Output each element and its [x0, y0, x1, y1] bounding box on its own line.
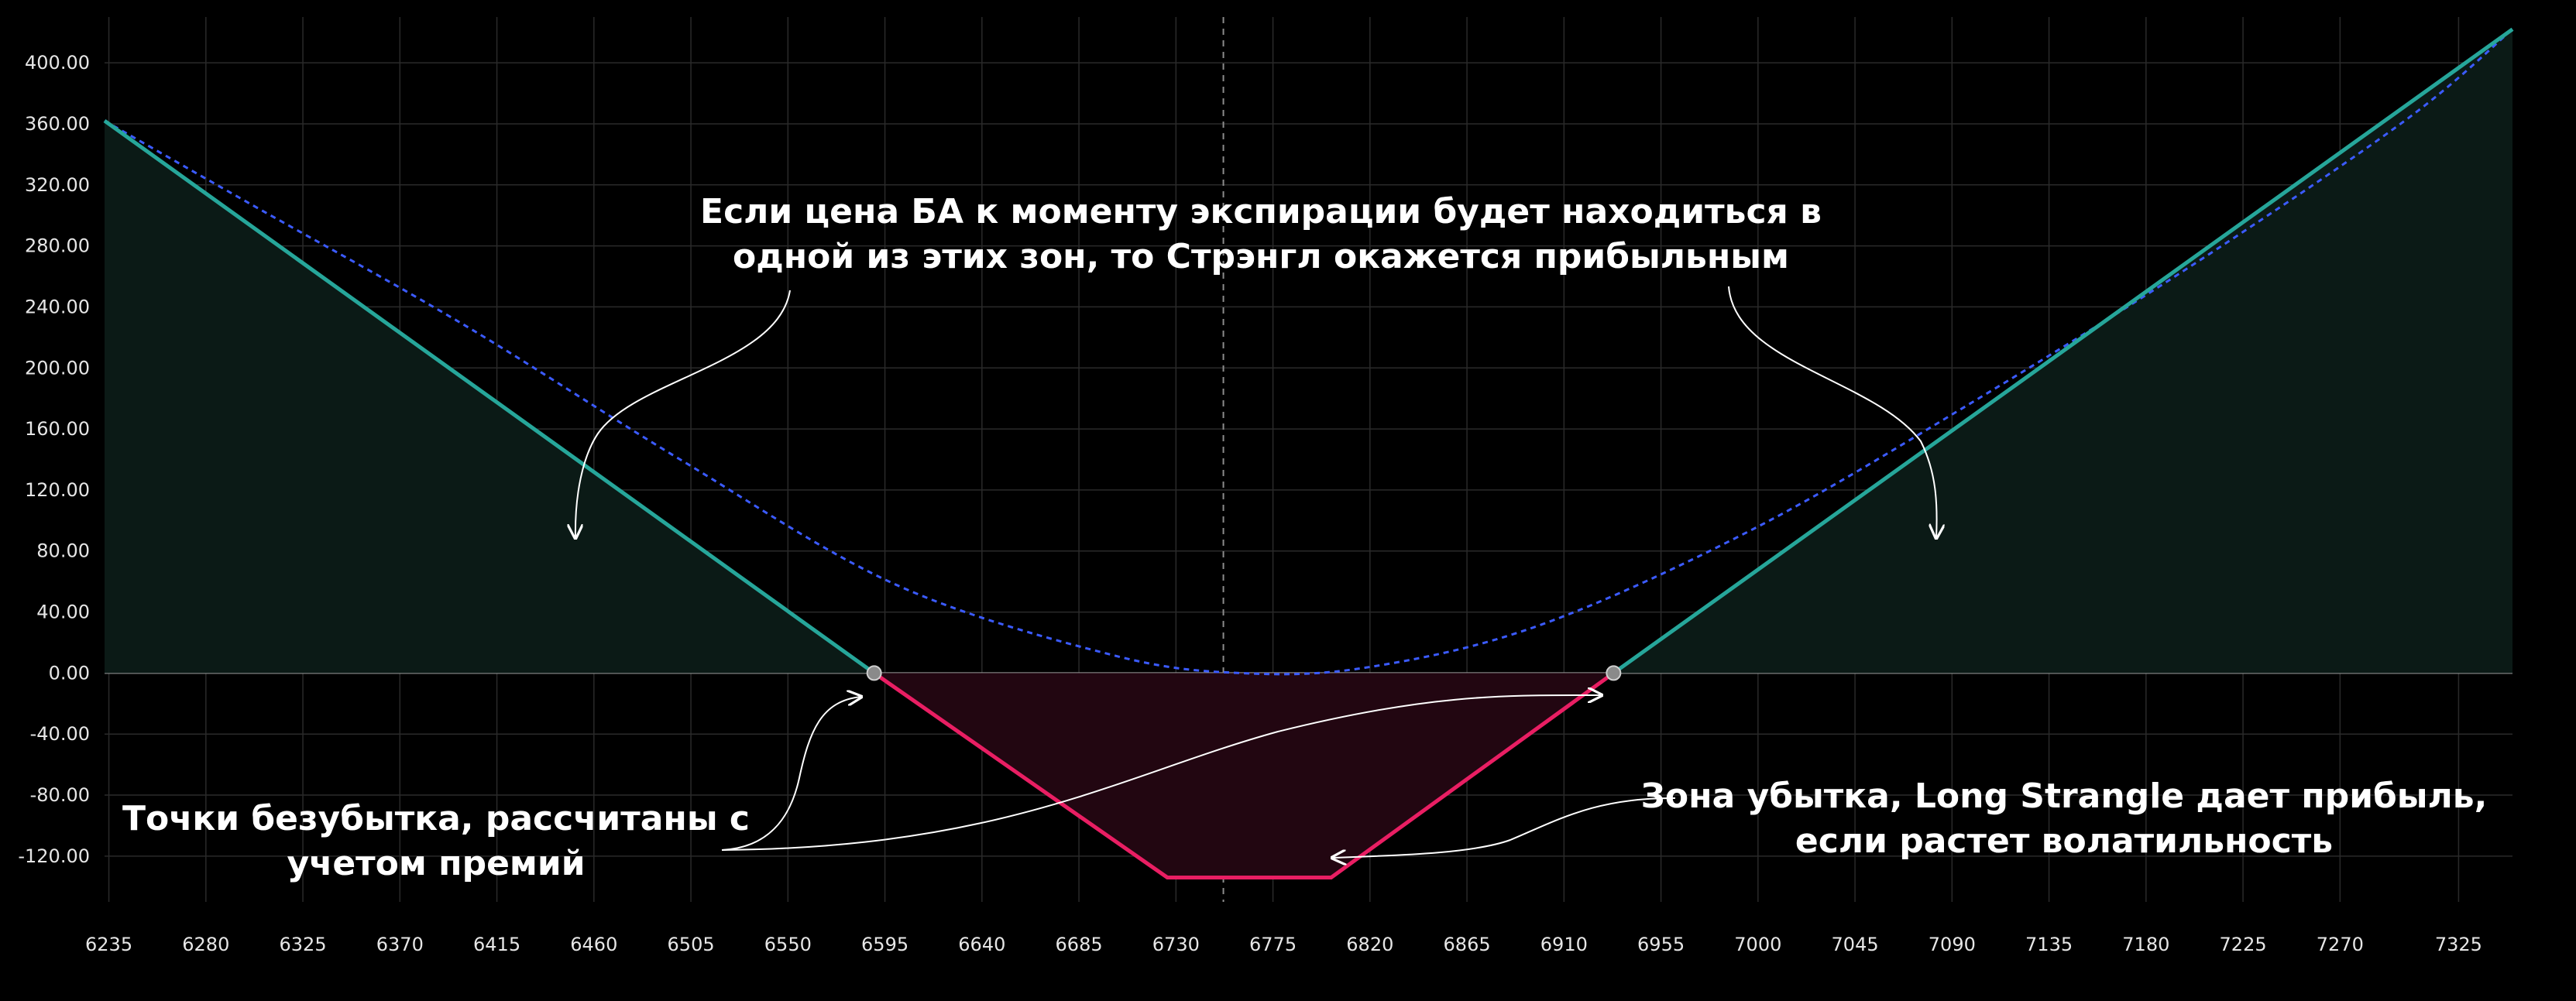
x-tick-label: 6955: [1637, 934, 1685, 955]
annotation-breakeven-line-2: учетом премий: [287, 844, 585, 883]
x-tick-label: 6685: [1056, 934, 1103, 955]
x-tick-label: 6460: [570, 934, 617, 955]
y-tick-label: -80.00: [30, 784, 90, 806]
x-tick-label: 6415: [473, 934, 520, 955]
y-tick-label: 0.00: [49, 662, 90, 684]
breakeven-markers: [866, 665, 1622, 681]
x-tick-label: 6820: [1346, 934, 1393, 955]
annotation-loss-zone-line-1: Зона убытка, Long Strangle дает прибыль,: [1641, 776, 2488, 816]
x-tick-label: 6775: [1249, 934, 1297, 955]
annotation-arrows: [575, 286, 1937, 858]
y-tick-label: 120.00: [25, 479, 90, 501]
x-tick-label: 7270: [2317, 934, 2364, 955]
arrow-loss-zone: [1332, 797, 1676, 858]
y-tick-label: 240.00: [25, 296, 90, 317]
arrow-profit-left: [575, 290, 791, 538]
payoff-profit-line-left: [103, 118, 876, 675]
x-tick-label: 6910: [1540, 934, 1588, 955]
y-axis: 400.00 360.00 320.00 280.00 240.00 200.00 160.…: [18, 52, 90, 867]
x-tick-label: 6730: [1152, 934, 1200, 955]
y-tick-label: 160.00: [25, 418, 90, 440]
y-tick-label: 40.00: [36, 602, 90, 623]
x-tick-label: 7225: [2220, 934, 2267, 955]
zone-fills: [105, 29, 2512, 878]
annotation-profit-zones-line-2: одной из этих зон, то Стрэнгл окажется п…: [733, 237, 1789, 276]
loss-zone: [874, 673, 1614, 878]
x-tick-label: 6370: [376, 934, 424, 955]
x-tick-label: 7180: [2122, 934, 2169, 955]
annotation-breakeven-line-1: Точки безубытка, рассчитаны с: [122, 799, 750, 838]
y-tick-label: 400.00: [25, 52, 90, 74]
arrow-breakeven-right: [721, 695, 1602, 851]
arrow-breakeven-left: [721, 697, 861, 851]
x-tick-label: 6280: [182, 934, 229, 955]
x-tick-label: 7325: [2435, 934, 2482, 955]
breakeven-point-2: [1606, 665, 1622, 681]
y-tick-label: -120.00: [18, 845, 90, 867]
payoff-profit-line-right: [1612, 27, 2514, 675]
x-tick-label: 6325: [280, 934, 327, 955]
y-tick-label: 360.00: [25, 113, 90, 135]
x-tick-label: 7135: [2025, 934, 2073, 955]
x-tick-label: 7045: [1832, 934, 1879, 955]
annotations: Если цена БА к моменту экспирации будет …: [122, 192, 2487, 883]
x-tick-label: 6865: [1444, 934, 1491, 955]
y-tick-label: -40.00: [30, 723, 90, 745]
x-tick-label: 6505: [668, 934, 715, 955]
x-tick-label: 6235: [85, 934, 132, 955]
x-tick-label: 6550: [764, 934, 812, 955]
series-lines: [103, 27, 2514, 879]
arrow-profit-right: [1728, 286, 1937, 538]
y-tick-label: 280.00: [25, 235, 90, 257]
annotation-loss-zone-line-2: если растет волатильность: [1795, 821, 2333, 861]
x-tick-label: 7090: [1929, 934, 1976, 955]
x-tick-label: 6595: [861, 934, 908, 955]
x-tick-label: 7000: [1734, 934, 1781, 955]
payoff-loss-line: [873, 671, 1615, 879]
breakeven-point-1: [866, 665, 882, 681]
x-axis: 6235 6280 6325 6370 6415 6460 6505 6550 6595 6640…: [85, 934, 2482, 955]
y-tick-label: 320.00: [25, 174, 90, 196]
annotation-profit-zones-line-1: Если цена БА к моменту экспирации будет …: [700, 192, 1822, 231]
y-tick-label: 200.00: [25, 357, 90, 379]
y-tick-label: 80.00: [36, 540, 90, 562]
x-tick-label: 6640: [958, 934, 1005, 955]
